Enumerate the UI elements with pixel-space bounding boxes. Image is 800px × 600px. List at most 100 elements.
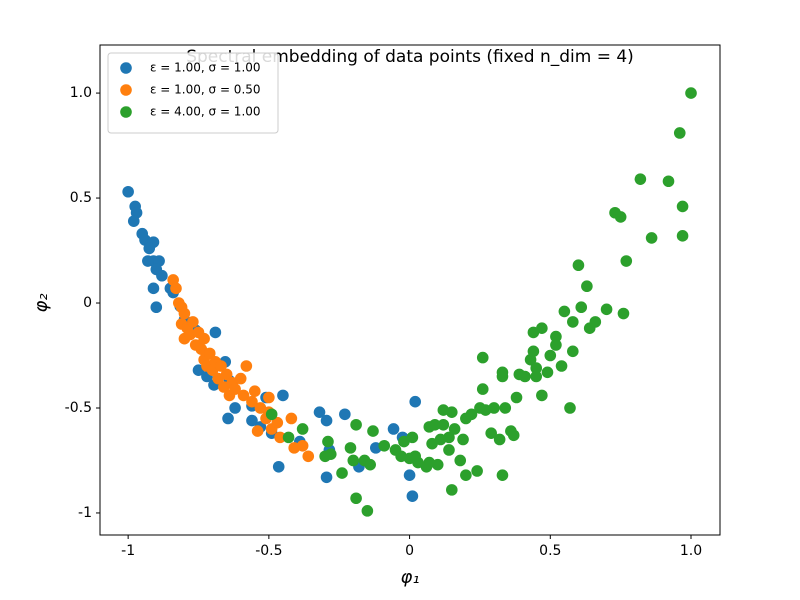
y-tick-label: 1.0 <box>70 85 92 101</box>
legend-marker <box>120 62 132 74</box>
point <box>364 458 376 471</box>
legend-label: ε = 1.00, σ = 1.00 <box>150 61 261 75</box>
point <box>476 383 489 395</box>
point <box>347 454 360 467</box>
chart-title: Spectral embedding of data points (fixed… <box>186 47 634 67</box>
point <box>336 467 348 479</box>
y-tick-label: 0.5 <box>70 190 92 206</box>
point <box>530 362 543 374</box>
point <box>215 360 227 372</box>
point <box>285 412 298 425</box>
point <box>589 316 602 328</box>
point <box>493 433 506 446</box>
point <box>558 305 571 318</box>
point <box>319 450 331 463</box>
point <box>476 351 489 364</box>
point <box>676 230 689 242</box>
point <box>265 408 278 421</box>
point <box>296 439 309 452</box>
point <box>496 469 509 481</box>
point <box>127 215 140 227</box>
point <box>510 391 523 404</box>
point <box>485 427 497 439</box>
point <box>272 460 285 473</box>
point <box>448 423 461 435</box>
x-tick-label: 1.0 <box>680 543 702 559</box>
series <box>265 87 697 517</box>
point <box>634 173 647 185</box>
point <box>457 433 469 446</box>
point <box>170 282 182 295</box>
point <box>581 280 593 293</box>
x-tick-label: 0 <box>405 543 414 559</box>
y-tick-label: -0.5 <box>65 400 92 416</box>
legend-label: ε = 1.00, σ = 0.50 <box>150 83 261 97</box>
point <box>178 307 191 320</box>
legend-marker <box>120 84 132 96</box>
series <box>167 274 315 463</box>
point <box>271 416 284 429</box>
point <box>240 360 253 372</box>
point <box>575 301 588 314</box>
point <box>387 423 400 435</box>
point <box>541 366 554 379</box>
point <box>361 505 374 517</box>
point <box>222 412 234 425</box>
point <box>536 389 548 402</box>
point <box>367 425 379 437</box>
point <box>567 316 579 328</box>
point <box>544 349 557 362</box>
point <box>431 458 444 471</box>
point <box>550 330 562 343</box>
point <box>313 406 326 418</box>
point <box>465 408 478 421</box>
point <box>320 471 333 484</box>
point <box>614 211 627 223</box>
point <box>251 425 264 437</box>
point <box>339 408 351 421</box>
point <box>406 431 419 444</box>
point <box>600 303 613 316</box>
point <box>530 370 543 383</box>
point <box>617 307 630 320</box>
point <box>198 332 210 345</box>
point <box>406 490 419 502</box>
y-tick-label: 0 <box>83 295 92 311</box>
point <box>302 450 315 463</box>
legend-box <box>107 52 279 134</box>
point <box>122 185 134 198</box>
point <box>248 385 261 397</box>
point <box>429 418 441 431</box>
point <box>234 372 247 385</box>
point <box>454 454 467 467</box>
y-tick-label: -1 <box>78 505 92 521</box>
point <box>550 339 562 351</box>
point <box>662 175 675 188</box>
point <box>676 200 689 213</box>
point <box>527 345 540 358</box>
point <box>220 368 233 381</box>
point <box>246 395 258 408</box>
point <box>274 431 286 444</box>
point <box>229 383 241 395</box>
point <box>499 402 512 414</box>
point <box>519 370 531 383</box>
point <box>246 414 258 427</box>
point <box>143 242 156 255</box>
point <box>685 87 697 99</box>
x-axis-label: φ₁ <box>400 567 419 588</box>
point <box>673 127 686 139</box>
point <box>507 429 520 442</box>
point <box>445 484 458 496</box>
point <box>150 301 163 314</box>
point <box>350 418 362 431</box>
point <box>277 389 289 402</box>
point <box>620 255 633 267</box>
point <box>296 423 309 435</box>
x-tick-label: -0.5 <box>255 543 282 559</box>
point <box>471 465 483 477</box>
point <box>564 402 576 414</box>
point <box>437 418 450 431</box>
point <box>187 316 199 328</box>
